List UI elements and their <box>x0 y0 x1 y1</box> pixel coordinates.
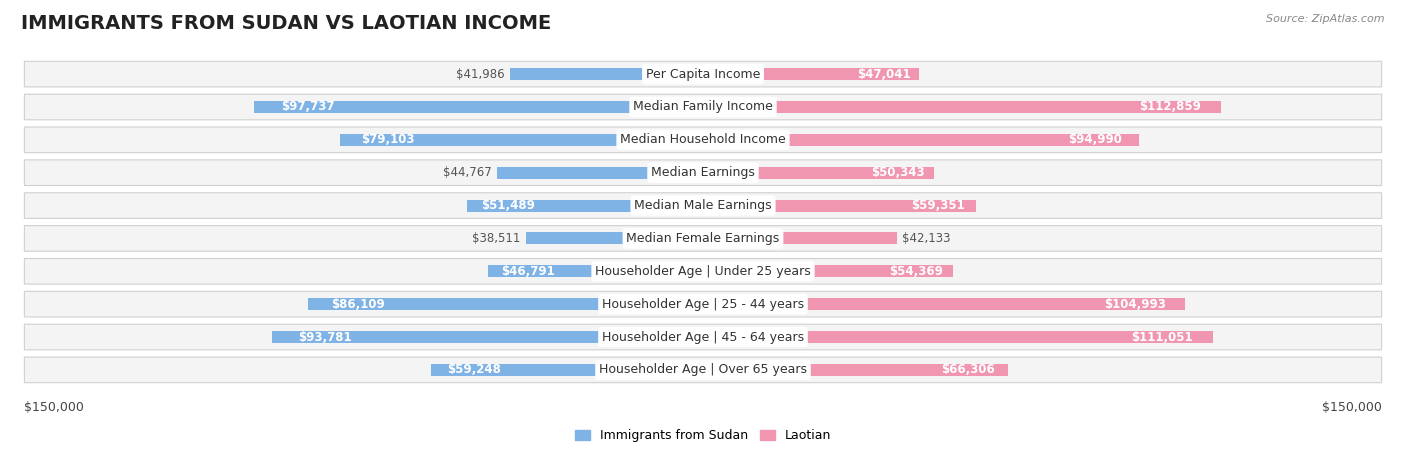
Text: Median Household Income: Median Household Income <box>620 134 786 146</box>
FancyBboxPatch shape <box>24 357 1382 382</box>
Bar <box>703 331 1213 343</box>
Text: $104,993: $104,993 <box>1104 297 1166 311</box>
Text: $59,351: $59,351 <box>911 199 965 212</box>
Text: $112,859: $112,859 <box>1139 100 1201 113</box>
Text: $94,990: $94,990 <box>1069 134 1122 146</box>
FancyBboxPatch shape <box>24 160 1382 185</box>
FancyBboxPatch shape <box>24 193 1382 219</box>
Text: $41,986: $41,986 <box>456 68 505 81</box>
Bar <box>430 364 703 376</box>
Bar <box>510 68 703 80</box>
Text: $50,343: $50,343 <box>872 166 925 179</box>
FancyBboxPatch shape <box>24 61 1382 87</box>
Bar <box>526 233 703 244</box>
Text: $46,791: $46,791 <box>501 265 555 278</box>
Bar <box>703 298 1185 310</box>
Bar <box>703 265 953 277</box>
Text: $51,489: $51,489 <box>481 199 534 212</box>
Bar <box>273 331 703 343</box>
Text: $93,781: $93,781 <box>298 331 352 344</box>
Text: $79,103: $79,103 <box>361 134 415 146</box>
FancyBboxPatch shape <box>24 324 1382 350</box>
FancyBboxPatch shape <box>24 226 1382 251</box>
Text: Householder Age | 45 - 64 years: Householder Age | 45 - 64 years <box>602 331 804 344</box>
Bar <box>703 167 934 179</box>
FancyBboxPatch shape <box>24 258 1382 284</box>
Legend: Immigrants from Sudan, Laotian: Immigrants from Sudan, Laotian <box>569 425 837 447</box>
Text: $42,133: $42,133 <box>903 232 950 245</box>
Bar <box>703 199 976 212</box>
Bar <box>703 364 1008 376</box>
Bar <box>254 101 703 113</box>
Text: $97,737: $97,737 <box>281 100 335 113</box>
Text: $47,041: $47,041 <box>856 68 911 81</box>
Text: Median Earnings: Median Earnings <box>651 166 755 179</box>
Text: $111,051: $111,051 <box>1130 331 1192 344</box>
Text: Householder Age | 25 - 44 years: Householder Age | 25 - 44 years <box>602 297 804 311</box>
Text: $59,248: $59,248 <box>447 363 501 376</box>
Text: Source: ZipAtlas.com: Source: ZipAtlas.com <box>1267 14 1385 24</box>
Bar <box>488 265 703 277</box>
Text: $150,000: $150,000 <box>24 401 84 414</box>
Text: $86,109: $86,109 <box>332 297 385 311</box>
Text: Householder Age | Over 65 years: Householder Age | Over 65 years <box>599 363 807 376</box>
FancyBboxPatch shape <box>24 94 1382 120</box>
Text: $150,000: $150,000 <box>1322 401 1382 414</box>
FancyBboxPatch shape <box>24 291 1382 317</box>
Bar <box>703 233 897 244</box>
Bar <box>703 101 1222 113</box>
Text: Per Capita Income: Per Capita Income <box>645 68 761 81</box>
Bar <box>467 199 703 212</box>
Text: $44,767: $44,767 <box>443 166 492 179</box>
Text: Median Family Income: Median Family Income <box>633 100 773 113</box>
Text: IMMIGRANTS FROM SUDAN VS LAOTIAN INCOME: IMMIGRANTS FROM SUDAN VS LAOTIAN INCOME <box>21 14 551 33</box>
Text: $38,511: $38,511 <box>472 232 520 245</box>
FancyBboxPatch shape <box>24 127 1382 153</box>
Bar <box>703 134 1139 146</box>
Text: $66,306: $66,306 <box>942 363 995 376</box>
Text: Median Male Earnings: Median Male Earnings <box>634 199 772 212</box>
Bar <box>340 134 703 146</box>
Text: Householder Age | Under 25 years: Householder Age | Under 25 years <box>595 265 811 278</box>
Bar <box>703 68 920 80</box>
Bar <box>308 298 703 310</box>
Text: Median Female Earnings: Median Female Earnings <box>627 232 779 245</box>
Bar <box>498 167 703 179</box>
Text: $54,369: $54,369 <box>889 265 943 278</box>
